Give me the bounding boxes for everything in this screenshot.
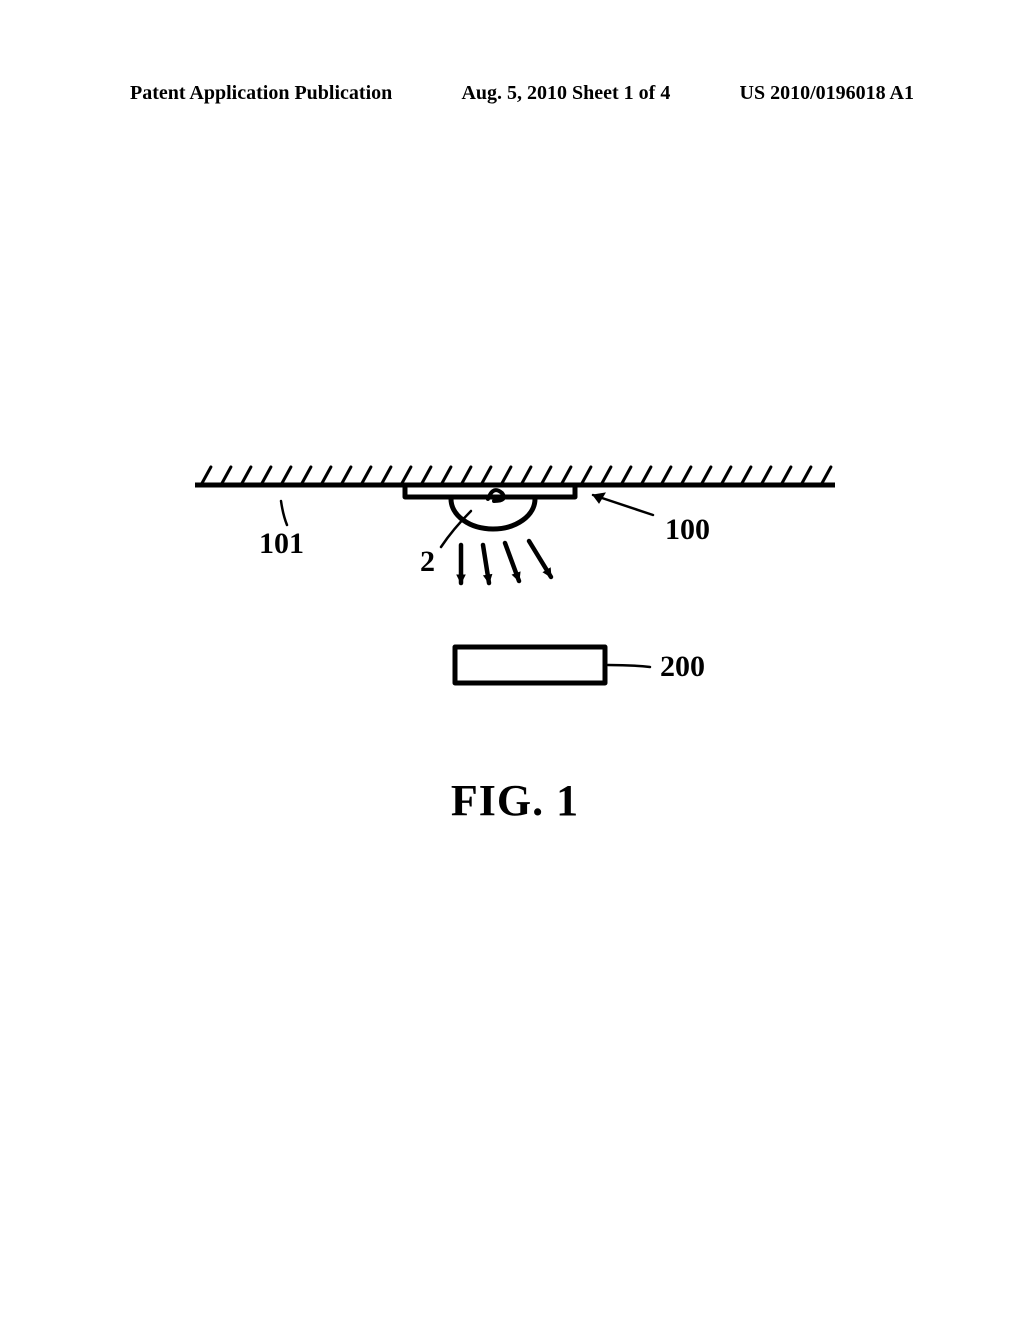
ref-label-100: 100: [665, 513, 710, 547]
figure-svg: [195, 465, 835, 725]
figure-1: 101 2 100 200 FIG. 1: [195, 465, 835, 885]
header-left: Patent Application Publication: [130, 82, 392, 105]
page: Patent Application Publication Aug. 5, 2…: [0, 0, 1024, 1320]
header-center: Aug. 5, 2010 Sheet 1 of 4: [461, 82, 670, 105]
page-header: Patent Application Publication Aug. 5, 2…: [0, 82, 1024, 105]
figure-caption: FIG. 1: [451, 775, 579, 826]
ref-label-101: 101: [259, 527, 304, 561]
ref-label-200: 200: [660, 650, 705, 684]
ref-label-2: 2: [420, 545, 435, 579]
header-right: US 2010/0196018 A1: [740, 82, 914, 105]
